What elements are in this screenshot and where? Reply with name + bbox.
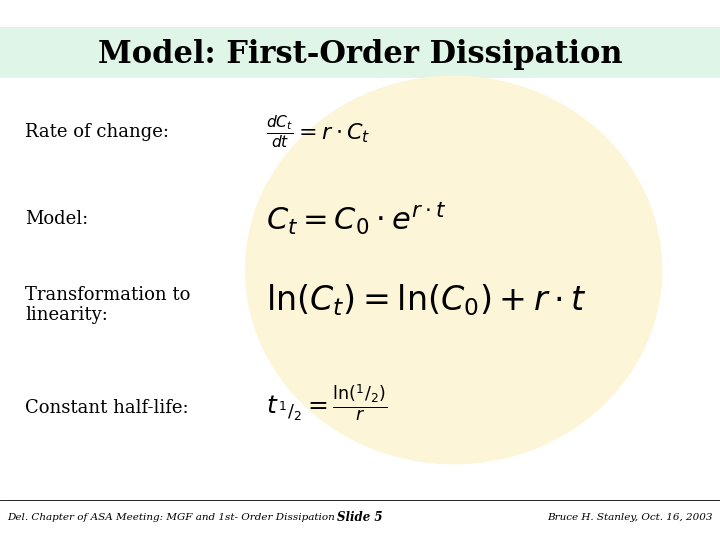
Ellipse shape (245, 76, 662, 464)
Text: Rate of change:: Rate of change: (25, 123, 169, 141)
Text: $C_t = C_0 \cdot e^{r \cdot t}$: $C_t = C_0 \cdot e^{r \cdot t}$ (266, 200, 446, 237)
FancyBboxPatch shape (0, 27, 720, 78)
Text: Del. Chapter of ASA Meeting: MGF and 1st- Order Dissipation: Del. Chapter of ASA Meeting: MGF and 1st… (7, 513, 335, 522)
Text: Bruce H. Stanley, Oct. 16, 2003: Bruce H. Stanley, Oct. 16, 2003 (547, 513, 713, 522)
Text: Slide 5: Slide 5 (337, 511, 383, 524)
Text: Constant half-life:: Constant half-life: (25, 399, 189, 417)
Text: $\frac{dC_t}{dt} = r \cdot C_t$: $\frac{dC_t}{dt} = r \cdot C_t$ (266, 113, 371, 151)
Text: Transformation to
linearity:: Transformation to linearity: (25, 286, 191, 325)
Text: $\ln(C_t) = \ln(C_0) + r \cdot t$: $\ln(C_t) = \ln(C_0) + r \cdot t$ (266, 282, 588, 318)
Text: $t_{\,{}^{1}/{}_{2}} = \frac{\ln({}^{1}/{}_{2})}{r}$: $t_{\,{}^{1}/{}_{2}} = \frac{\ln({}^{1}/… (266, 382, 387, 423)
Text: Model:: Model: (25, 210, 89, 228)
Text: Model: First-Order Dissipation: Model: First-Order Dissipation (98, 38, 622, 70)
